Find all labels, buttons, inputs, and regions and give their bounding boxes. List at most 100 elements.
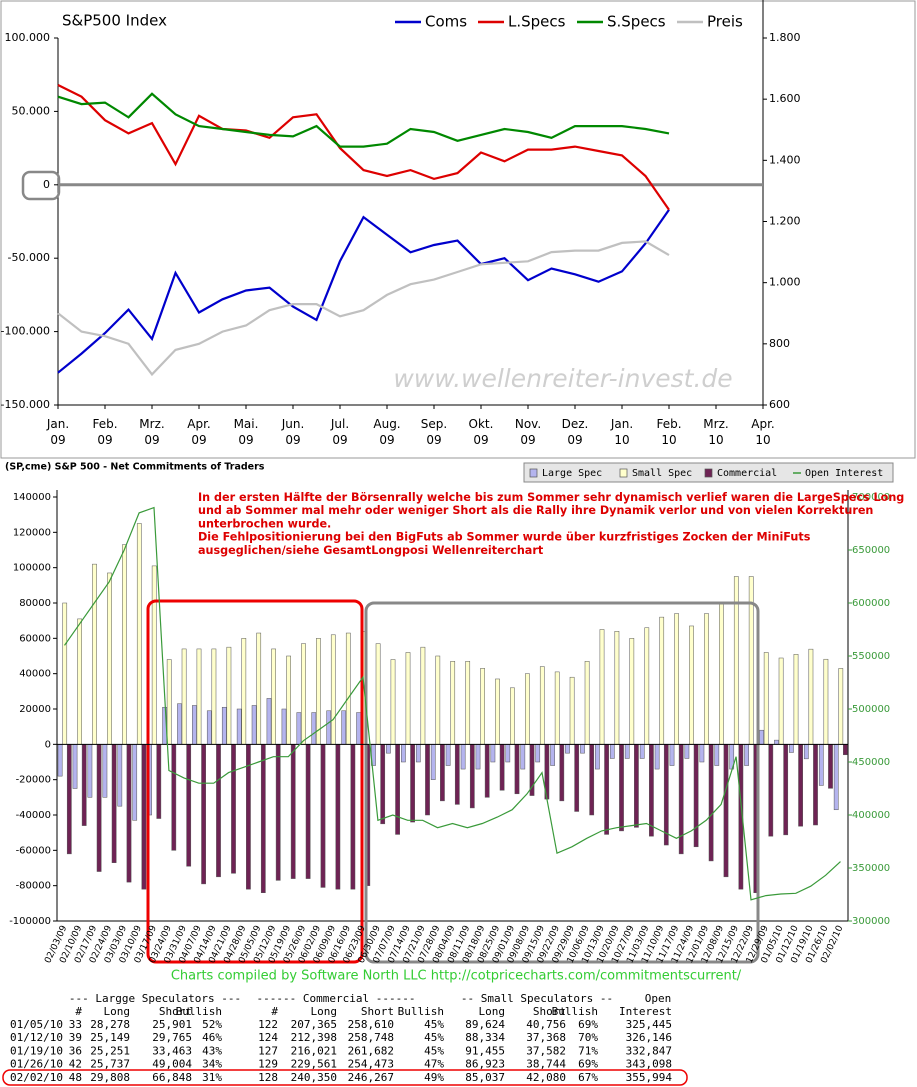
annotation: In der ersten Hälfte der Börsenrally wel…: [198, 491, 904, 504]
bar: [704, 613, 709, 745]
footer: Charts compiled by Software North LLC ht…: [171, 969, 742, 984]
bar: [171, 744, 177, 851]
series-line: [57, 209, 670, 374]
bar: [390, 659, 396, 745]
bar: [580, 744, 585, 754]
table-cell: 207,365: [291, 1018, 337, 1031]
bar: [87, 744, 93, 798]
table-cell: 66,848: [152, 1071, 192, 1084]
bar: [326, 710, 332, 745]
series-line: [57, 240, 670, 377]
y2-tick-label: 1.000: [769, 276, 801, 289]
table-cell: 01/26/10: [10, 1058, 63, 1071]
table-cell: 128: [258, 1071, 278, 1084]
bar: [181, 648, 187, 745]
bar: [480, 668, 485, 745]
table-column-header: Bullish: [552, 1005, 598, 1018]
y-tick-label: 0: [45, 739, 51, 750]
bar: [380, 744, 386, 825]
table-cell: 33,463: [152, 1044, 192, 1057]
y2-tick-label: 1.400: [769, 153, 801, 166]
bottom-chart-title: (SP,cme) S&P 500 - Net Commitments of Tr…: [5, 462, 265, 473]
table-cell: 325,445: [626, 1018, 672, 1031]
bar: [166, 659, 172, 745]
table-column-header: #: [75, 1005, 82, 1018]
table-cell: 88,334: [465, 1031, 505, 1044]
x-tick-label: Mrz. 09: [139, 417, 164, 447]
bar: [589, 744, 595, 816]
table-cell: 122: [258, 1018, 278, 1031]
y-tick-label: -150.000: [1, 398, 50, 411]
bar: [678, 744, 684, 855]
y-tick-label: -20000: [16, 775, 51, 786]
bar: [649, 744, 654, 837]
bar: [266, 698, 272, 745]
y-tick-label: -80000: [16, 881, 51, 892]
y-tick-label: 100000: [13, 563, 51, 574]
bar: [440, 744, 445, 802]
table-cell: 01/12/10: [10, 1031, 63, 1044]
bar: [206, 710, 212, 745]
bar: [490, 744, 496, 763]
table-column-header: Bullish: [176, 1005, 222, 1018]
table-cell: 124: [258, 1031, 278, 1044]
table-cell: 49%: [424, 1071, 444, 1084]
bar: [117, 744, 123, 807]
bar: [514, 744, 520, 795]
table-cell: 326,146: [626, 1031, 672, 1044]
bar: [708, 744, 714, 862]
bar: [450, 661, 456, 745]
bar: [565, 744, 570, 754]
x-tick-label: Apr. 09: [187, 417, 210, 447]
y-tick-label: -50.000: [8, 251, 50, 264]
bar: [305, 744, 311, 879]
bar: [574, 744, 580, 812]
bar: [96, 744, 102, 872]
bar: [335, 744, 341, 890]
y2-tick-label: 800: [769, 337, 790, 350]
y2-tick-label: 350000: [852, 863, 890, 874]
bar: [499, 744, 505, 791]
legend-label: L.Specs: [508, 13, 566, 31]
y2-tick-label: 650000: [852, 545, 890, 556]
bar: [311, 712, 317, 745]
annotation: unterbrochen wurde.: [198, 517, 331, 530]
table-column-header: Long: [479, 1005, 506, 1018]
bar: [469, 744, 475, 809]
bar: [192, 705, 197, 745]
legend-label: Open Interest: [805, 468, 883, 479]
table-cell: 332,847: [626, 1044, 672, 1057]
table-cell: 28,278: [90, 1018, 130, 1031]
x-tick-label: Sep. 09: [421, 417, 447, 447]
bar: [789, 744, 794, 753]
bar: [475, 744, 481, 770]
x-tick-label: Feb. 09: [92, 417, 117, 447]
highlight-box-gray: [364, 601, 760, 964]
bar: [281, 708, 287, 745]
table-cell: 127: [258, 1044, 278, 1057]
x-tick-label: Okt. 09: [469, 417, 494, 447]
legend-label: Coms: [425, 13, 467, 31]
table-cell: 70%: [578, 1031, 598, 1044]
bar: [320, 744, 326, 888]
bar: [803, 744, 809, 760]
table-column-header: #: [271, 1005, 278, 1018]
top-chart-title: S&P500 Index: [62, 12, 167, 30]
bar: [260, 744, 266, 893]
bar: [599, 629, 605, 745]
bar: [763, 652, 769, 745]
y-tick-label: 20000: [19, 704, 51, 715]
table-cell: 69%: [578, 1058, 598, 1071]
x-tick-label: Jul. 09: [330, 417, 349, 447]
table-cell: 254,473: [348, 1058, 394, 1071]
bar: [484, 744, 490, 798]
bar: [584, 661, 590, 745]
bar: [66, 744, 72, 855]
bar: [539, 666, 545, 745]
table-cell: 29,765: [152, 1031, 192, 1044]
bar: [595, 744, 600, 770]
bar: [654, 744, 660, 770]
y-tick-label: 140000: [13, 492, 51, 503]
series-line: [57, 84, 670, 211]
